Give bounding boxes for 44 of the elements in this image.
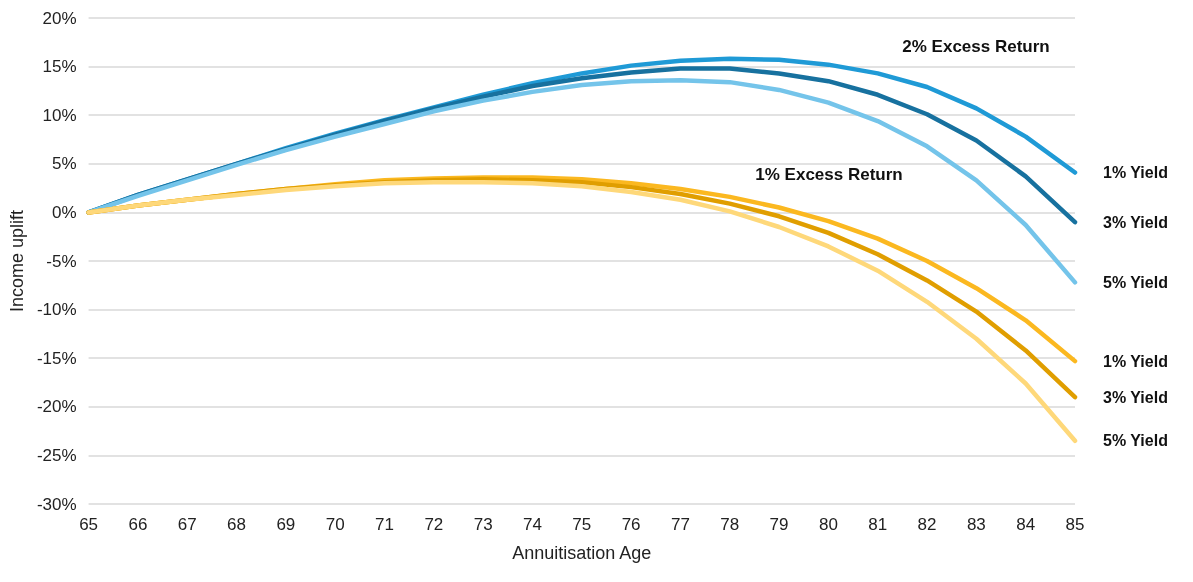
y-tick-label: -30%: [36, 494, 77, 514]
x-tick-label: 82: [917, 515, 937, 534]
y-tick-label: 0%: [52, 202, 77, 222]
x-tick-label: 77: [670, 515, 690, 534]
annotation: 2% Excess Return: [902, 36, 1050, 56]
x-tick-label: 67: [177, 515, 197, 534]
x-tick-label: 68: [227, 515, 247, 534]
series-label: 1% Yield: [1103, 164, 1168, 182]
x-tick-label: 74: [523, 515, 542, 534]
x-tick-label: 65: [79, 515, 99, 534]
series-label: 5% Yield: [1103, 273, 1168, 291]
y-tick-label: -25%: [36, 445, 77, 465]
x-tick-label: 79: [769, 515, 789, 534]
x-tick-label: 66: [128, 515, 148, 534]
x-tick-label: 71: [375, 515, 394, 534]
x-tick-label: 84: [1016, 515, 1036, 534]
series-label: 1% Yield: [1103, 352, 1168, 370]
x-tick-label: 81: [868, 515, 888, 534]
x-tick-label: 78: [720, 515, 740, 534]
y-tick-label: 10%: [42, 105, 77, 125]
x-tick-label: 73: [473, 515, 493, 534]
line-series: [86, 77, 1078, 285]
y-tick-label: 5%: [52, 154, 77, 174]
y-tick-label: 20%: [42, 8, 77, 28]
y-tick-label: -20%: [36, 397, 77, 417]
y-tick-label: -10%: [36, 300, 77, 320]
series-label: 3% Yield: [1103, 213, 1168, 231]
series-label: 3% Yield: [1103, 388, 1168, 406]
x-tick-label: 70: [325, 515, 345, 534]
line-series: [86, 180, 1078, 444]
x-tick-label: 83: [966, 515, 986, 534]
y-axis-title: Income uplift: [7, 209, 27, 313]
x-tick-label: 85: [1065, 515, 1085, 534]
x-tick-label: 80: [818, 515, 838, 534]
x-tick-label: 75: [572, 515, 592, 534]
y-tick-label: -15%: [36, 348, 77, 368]
series-label: 5% Yield: [1103, 432, 1168, 450]
x-tick-label: 76: [621, 515, 641, 534]
x-tick-label: 69: [276, 515, 296, 534]
x-axis-title: Annuitisation Age: [512, 543, 652, 563]
annotation: 1% Excess Return: [755, 164, 903, 184]
y-tick-label: 15%: [42, 57, 77, 77]
y-tick-label: -5%: [46, 251, 77, 271]
x-tick-label: 72: [424, 515, 444, 534]
